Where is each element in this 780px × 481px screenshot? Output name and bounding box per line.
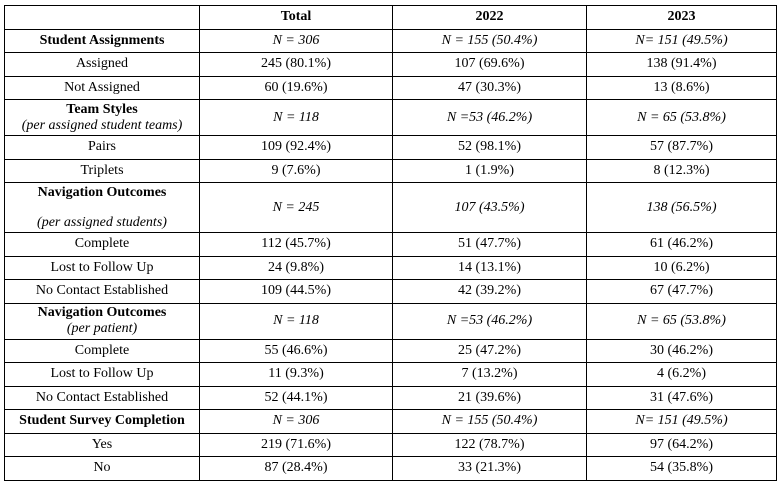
row-label: Yes — [4, 432, 200, 457]
row-label: No Contact Established — [4, 279, 200, 304]
row-label: Student Survey Completion — [4, 409, 200, 434]
row-label: Navigation Outcomes — [37, 305, 167, 320]
cell-total: 60 (19.6%) — [199, 75, 393, 100]
cell-2022: N =53 (46.2%) — [392, 99, 587, 136]
row-label-cell: Navigation Outcomes (per assigned studen… — [4, 182, 200, 233]
cell-total: 112 (45.7%) — [199, 232, 393, 257]
cell-2022: 25 (47.2%) — [392, 338, 587, 363]
header-total: Total — [199, 5, 393, 30]
cell-2022: N = 155 (50.4%) — [392, 409, 587, 434]
cell-2022: 107 (69.6%) — [392, 52, 587, 77]
cell-2022: 7 (13.2%) — [392, 362, 587, 387]
row-label: Complete — [4, 232, 200, 257]
cell-2023: 8 (12.3%) — [586, 158, 777, 183]
cell-2023: N= 151 (49.5%) — [586, 409, 777, 434]
row-label: Not Assigned — [4, 75, 200, 100]
cell-2022: 107 (43.5%) — [392, 182, 587, 233]
cell-total: N = 245 — [199, 182, 393, 233]
cell-total: 24 (9.8%) — [199, 255, 393, 280]
cell-2023: 10 (6.2%) — [586, 255, 777, 280]
page: Total 2022 2023 Student Assignments N = … — [4, 5, 777, 481]
row-label: Pairs — [4, 135, 200, 160]
cell-2023: 31 (47.6%) — [586, 385, 777, 410]
cell-2022: 47 (30.3%) — [392, 75, 587, 100]
section-row-navigation-outcomes-patient: Navigation Outcomes (per patient) N = 11… — [4, 302, 777, 340]
row-label-cell: Navigation Outcomes (per patient) — [4, 302, 200, 340]
header-row: Total 2022 2023 — [4, 5, 777, 30]
row-label: Assigned — [4, 52, 200, 77]
table-row: No 87 (28.4%) 33 (21.3%) 54 (35.8%) — [4, 456, 777, 481]
table-row: Not Assigned 60 (19.6%) 47 (30.3%) 13 (8… — [4, 75, 777, 100]
table-row: Triplets 9 (7.6%) 1 (1.9%) 8 (12.3%) — [4, 158, 777, 183]
row-sublabel: (per assigned student teams) — [21, 117, 183, 133]
cell-2023: 13 (8.6%) — [586, 75, 777, 100]
cell-total: N = 306 — [199, 28, 393, 53]
row-label: No Contact Established — [4, 385, 200, 410]
cell-total: 109 (92.4%) — [199, 135, 393, 160]
table-row: Lost to Follow Up 11 (9.3%) 7 (13.2%) 4 … — [4, 362, 777, 387]
cell-2023: 61 (46.2%) — [586, 232, 777, 257]
spacer — [8, 201, 196, 215]
row-label: Lost to Follow Up — [4, 255, 200, 280]
cell-2022: 51 (47.7%) — [392, 232, 587, 257]
cell-2022: 42 (39.2%) — [392, 279, 587, 304]
row-label: Student Assignments — [4, 28, 200, 53]
cell-2022: 52 (98.1%) — [392, 135, 587, 160]
cell-2023: 138 (91.4%) — [586, 52, 777, 77]
summary-table: Total 2022 2023 Student Assignments N = … — [4, 5, 777, 481]
cell-2022: N =53 (46.2%) — [392, 302, 587, 340]
cell-total: 87 (28.4%) — [199, 456, 393, 481]
table-row: Complete 112 (45.7%) 51 (47.7%) 61 (46.2… — [4, 232, 777, 257]
section-row-student-survey-completion: Student Survey Completion N = 306 N = 15… — [4, 409, 777, 434]
section-row-student-assignments: Student Assignments N = 306 N = 155 (50.… — [4, 28, 777, 53]
cell-2022: 122 (78.7%) — [392, 432, 587, 457]
cell-total: 55 (46.6%) — [199, 338, 393, 363]
cell-total: N = 118 — [199, 302, 393, 340]
cell-total: 11 (9.3%) — [199, 362, 393, 387]
table-row: Assigned 245 (80.1%) 107 (69.6%) 138 (91… — [4, 52, 777, 77]
cell-total: 245 (80.1%) — [199, 52, 393, 77]
cell-total: N = 118 — [199, 99, 393, 136]
row-label: Lost to Follow Up — [4, 362, 200, 387]
cell-2023: N = 65 (53.8%) — [586, 302, 777, 340]
cell-2023: N = 65 (53.8%) — [586, 99, 777, 136]
row-sublabel: (per patient) — [66, 321, 138, 336]
cell-2023: N= 151 (49.5%) — [586, 28, 777, 53]
header-2023: 2023 — [586, 5, 777, 30]
header-blank-cell — [4, 5, 200, 30]
cell-total: 219 (71.6%) — [199, 432, 393, 457]
header-2022: 2022 — [392, 5, 587, 30]
cell-2022: N = 155 (50.4%) — [392, 28, 587, 53]
row-label: No — [4, 456, 200, 481]
cell-2023: 138 (56.5%) — [586, 182, 777, 233]
table-row: No Contact Established 52 (44.1%) 21 (39… — [4, 385, 777, 410]
cell-2022: 14 (13.1%) — [392, 255, 587, 280]
cell-2023: 54 (35.8%) — [586, 456, 777, 481]
cell-2023: 30 (46.2%) — [586, 338, 777, 363]
table-row: Lost to Follow Up 24 (9.8%) 14 (13.1%) 1… — [4, 255, 777, 280]
row-label: Team Styles — [66, 101, 138, 117]
cell-2023: 4 (6.2%) — [586, 362, 777, 387]
cell-2023: 97 (64.2%) — [586, 432, 777, 457]
row-label: Triplets — [4, 158, 200, 183]
section-row-navigation-outcomes-students: Navigation Outcomes (per assigned studen… — [4, 182, 777, 233]
table-row: Pairs 109 (92.4%) 52 (98.1%) 57 (87.7%) — [4, 135, 777, 160]
cell-2022: 21 (39.6%) — [392, 385, 587, 410]
section-row-team-styles: Team Styles (per assigned student teams)… — [4, 99, 777, 136]
cell-2022: 33 (21.3%) — [392, 456, 587, 481]
cell-total: 109 (44.5%) — [199, 279, 393, 304]
cell-total: N = 306 — [199, 409, 393, 434]
row-label: Complete — [4, 338, 200, 363]
cell-total: 52 (44.1%) — [199, 385, 393, 410]
table-row: Complete 55 (46.6%) 25 (47.2%) 30 (46.2%… — [4, 338, 777, 363]
cell-total: 9 (7.6%) — [199, 158, 393, 183]
row-sublabel: (per assigned students) — [37, 214, 167, 230]
table-row: Yes 219 (71.6%) 122 (78.7%) 97 (64.2%) — [4, 432, 777, 457]
table-row: No Contact Established 109 (44.5%) 42 (3… — [4, 279, 777, 304]
cell-2023: 67 (47.7%) — [586, 279, 777, 304]
cell-2022: 1 (1.9%) — [392, 158, 587, 183]
cell-2023: 57 (87.7%) — [586, 135, 777, 160]
row-label: Navigation Outcomes — [37, 184, 167, 200]
row-label-cell: Team Styles (per assigned student teams) — [4, 99, 200, 136]
